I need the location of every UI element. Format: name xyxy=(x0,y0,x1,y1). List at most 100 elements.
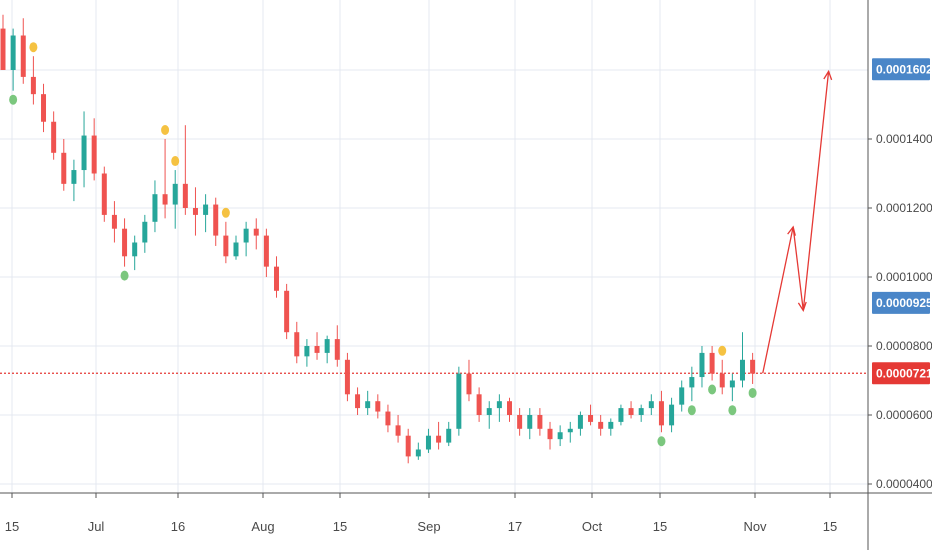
candle-body xyxy=(91,135,97,174)
candle-body xyxy=(547,428,553,440)
candle-body xyxy=(446,428,452,443)
price-tag-label: 0.0000925 xyxy=(876,296,932,310)
candle-body xyxy=(567,428,573,433)
candle-body xyxy=(496,401,502,409)
candle xyxy=(213,197,219,246)
candle-body xyxy=(577,415,583,429)
candle xyxy=(608,418,614,436)
candle xyxy=(344,352,350,402)
candle xyxy=(274,256,280,298)
candle xyxy=(355,387,361,415)
candle xyxy=(577,411,583,436)
candle-body xyxy=(415,449,421,457)
top-signal-dot xyxy=(718,345,727,356)
candle-body xyxy=(517,415,523,429)
price-tag-label: 0.0000721 xyxy=(876,366,932,380)
candle xyxy=(476,387,482,422)
candle-body xyxy=(71,170,77,184)
candle-body xyxy=(658,401,664,426)
candle-body xyxy=(61,152,67,184)
price-tag-box xyxy=(872,58,930,81)
candle-body xyxy=(41,94,47,122)
candles xyxy=(0,14,756,464)
candle xyxy=(517,408,523,436)
candle-body xyxy=(344,359,350,395)
candle-body xyxy=(132,242,138,257)
price-tag-box xyxy=(872,291,930,314)
candle xyxy=(162,139,168,219)
bottom-signal-dot xyxy=(120,270,129,281)
candle xyxy=(223,221,229,264)
candle-body xyxy=(385,411,391,426)
candle xyxy=(547,421,553,450)
candle-body xyxy=(263,235,269,267)
candle xyxy=(385,404,391,433)
candle-body xyxy=(486,408,492,415)
candle-body xyxy=(152,194,158,222)
candle-body xyxy=(598,421,604,429)
candle-body xyxy=(466,373,472,395)
candle-body xyxy=(719,373,725,388)
candle-body xyxy=(699,352,705,378)
candle-body xyxy=(223,235,229,257)
candle-body xyxy=(30,76,36,95)
candle-body xyxy=(111,214,117,229)
candle-body xyxy=(334,339,340,360)
candle-body xyxy=(395,425,401,436)
candle-body xyxy=(20,35,26,77)
candle-body xyxy=(689,377,695,388)
x-tick-label: Nov xyxy=(743,519,767,534)
candle xyxy=(507,397,512,422)
candle xyxy=(750,352,756,384)
x-tick-label: Sep xyxy=(417,519,440,534)
bottom-signal-dot xyxy=(687,405,696,416)
candle xyxy=(719,359,725,395)
candle-body xyxy=(355,394,361,409)
candle-body xyxy=(172,183,178,205)
candle xyxy=(172,170,178,229)
candle xyxy=(30,56,36,105)
candle xyxy=(334,325,340,367)
candle-body xyxy=(709,352,715,374)
candle-body xyxy=(101,173,107,215)
x-tick-label: 15 xyxy=(823,519,837,534)
candle-body xyxy=(324,339,330,353)
candle xyxy=(699,346,705,388)
price-tag: 0.0001602 xyxy=(872,58,932,81)
bottom-signal-dot xyxy=(708,384,717,395)
candle-body xyxy=(375,401,381,412)
candle xyxy=(689,366,695,402)
candle-body xyxy=(304,346,310,357)
candle-body xyxy=(365,401,371,409)
x-tick-label: 15 xyxy=(333,519,347,534)
candle-body xyxy=(476,394,482,415)
candle xyxy=(669,397,675,433)
top-signal-dot xyxy=(161,125,170,135)
candle-body xyxy=(608,421,614,429)
candle xyxy=(496,394,502,422)
candle xyxy=(304,339,310,367)
candle-body xyxy=(618,408,624,422)
candle xyxy=(375,394,381,419)
candle xyxy=(81,111,87,188)
candle-body xyxy=(456,373,462,429)
x-tick-label: Aug xyxy=(251,519,274,534)
candle-body xyxy=(243,228,249,243)
y-tick-label: 0.0000600 xyxy=(876,408,932,422)
candle-body xyxy=(405,435,411,457)
candle-body xyxy=(648,401,654,409)
candle-body xyxy=(10,35,16,70)
candle xyxy=(324,335,330,364)
candle-body xyxy=(425,435,431,450)
candle xyxy=(446,421,452,447)
projection-arrowhead xyxy=(787,225,796,236)
candle xyxy=(263,228,269,277)
candle xyxy=(365,390,371,415)
candle xyxy=(527,408,533,440)
candle xyxy=(557,425,563,447)
candle-body xyxy=(51,121,57,153)
candle xyxy=(405,428,411,464)
